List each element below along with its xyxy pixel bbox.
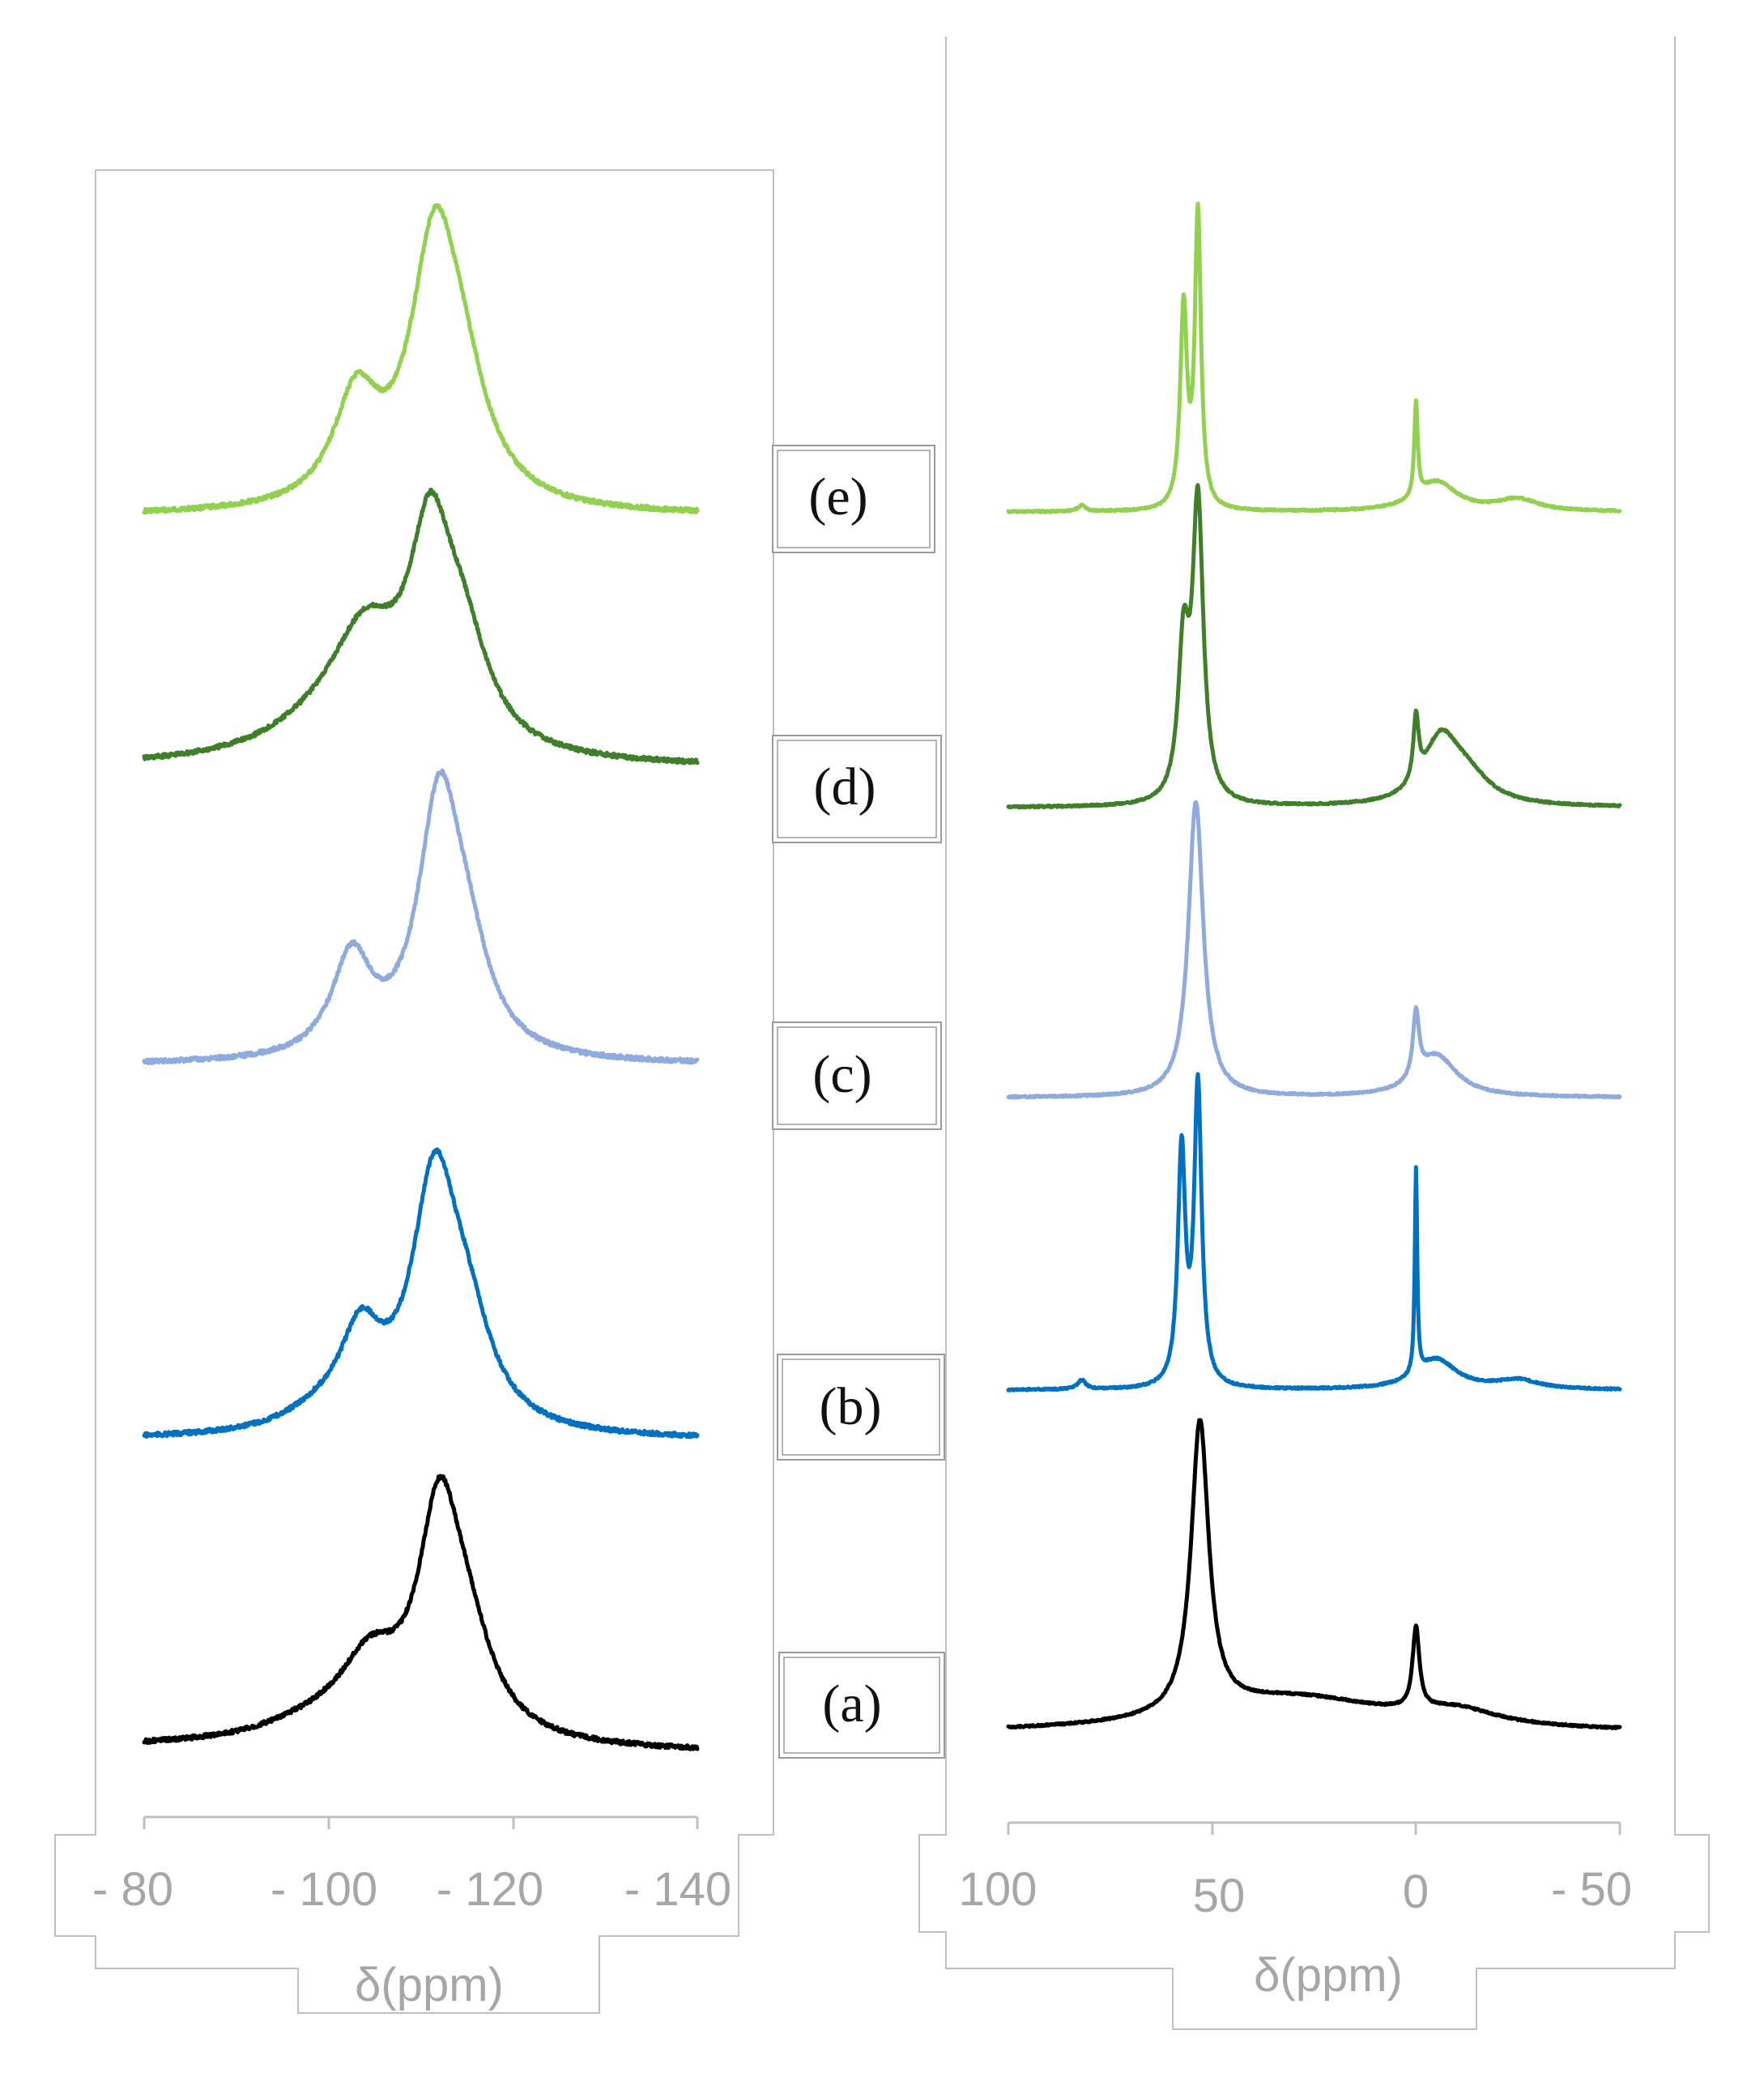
panel-label-text: (d)	[814, 757, 876, 817]
left-panel-frame	[54, 169, 774, 2014]
panel-label-text: (a)	[822, 1674, 881, 1734]
spectrum-trace-e	[142, 203, 700, 515]
left-tick-label: - 120	[437, 1863, 543, 1916]
right-tick-label: 100	[959, 1863, 1038, 1916]
left-x-tick-labels: - 80 - 100 - 120 - 140	[92, 1863, 731, 1916]
spectrum-trace-d	[1006, 483, 1622, 810]
spectrum-trace-e	[1006, 202, 1622, 514]
left-tick-label: - 80	[92, 1863, 173, 1916]
left-spectra-traces	[142, 203, 700, 1751]
left-x-ticks	[143, 1817, 699, 1829]
panel-label-b: (b)	[777, 1354, 945, 1461]
panel-label-c: (c)	[772, 1021, 942, 1130]
left-tick-label: - 140	[624, 1863, 731, 1916]
panel-label-text: (b)	[820, 1377, 882, 1436]
panel-label-d: (d)	[772, 735, 942, 843]
spectrum-trace-b	[1006, 1072, 1622, 1392]
spectrum-trace-a	[1006, 1418, 1622, 1730]
right-tick-label: 0	[1403, 1866, 1429, 1918]
left-x-axis-label: δ(ppm)	[355, 1959, 504, 2011]
right-tick-label: 50	[1193, 1870, 1246, 1922]
panel-label-text: (c)	[812, 1045, 871, 1104]
spectrum-trace-a	[142, 1473, 700, 1751]
panel-label-text: (e)	[808, 467, 867, 527]
spectrum-trace-b	[142, 1147, 700, 1439]
spectrum-trace-d	[142, 488, 700, 766]
right-tick-label: - 50	[1551, 1863, 1632, 1916]
right-spectra-traces	[1006, 202, 1622, 1730]
right-x-ticks	[1007, 1823, 1621, 1835]
right-x-tick-labels: 100 50 0 - 50	[959, 1863, 1632, 1922]
right-x-axis-label: δ(ppm)	[1254, 1949, 1403, 2002]
left-tick-label: - 100	[271, 1863, 377, 1916]
spectrum-trace-c	[1006, 800, 1622, 1100]
panel-label-e: (e)	[772, 445, 935, 553]
right-panel-frame	[918, 36, 1710, 2030]
spectrum-trace-c	[142, 768, 700, 1065]
panel-label-a: (a)	[778, 1652, 945, 1759]
